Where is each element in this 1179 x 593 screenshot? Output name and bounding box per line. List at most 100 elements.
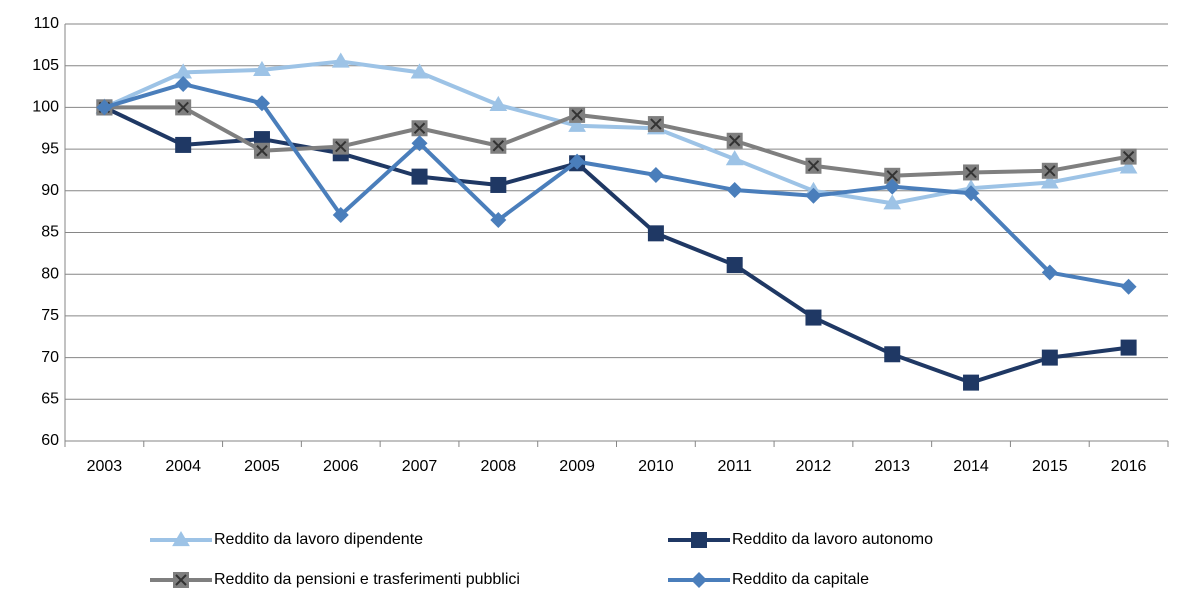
series xyxy=(96,99,1137,391)
marker xyxy=(253,60,271,76)
series-line xyxy=(103,82,1129,289)
marker xyxy=(175,136,192,153)
x-tick-label: 2007 xyxy=(402,458,438,475)
x-tick-label: 2004 xyxy=(165,458,201,475)
marker xyxy=(1120,148,1137,165)
marker-cross xyxy=(413,122,426,134)
series-line xyxy=(104,105,1129,178)
x-tick-label: 2005 xyxy=(244,458,280,475)
y-tick-label: 90 xyxy=(41,182,59,199)
marker xyxy=(569,153,586,170)
marker-cross xyxy=(571,109,583,121)
marker xyxy=(883,194,902,210)
marker xyxy=(725,150,744,166)
marker xyxy=(490,211,507,228)
marker xyxy=(805,157,822,174)
marker xyxy=(805,187,822,204)
y-tick-label: 105 xyxy=(32,57,59,74)
marker xyxy=(1120,278,1137,295)
marker xyxy=(331,52,350,68)
y-tick-label: 75 xyxy=(41,307,59,324)
marker xyxy=(1119,158,1138,174)
marker xyxy=(568,116,586,132)
marker xyxy=(253,142,270,159)
marker-cross xyxy=(886,170,898,182)
legend-label: Reddito da lavoro autonomo xyxy=(732,531,933,548)
marker xyxy=(726,257,743,274)
legend-marker xyxy=(173,572,189,588)
marker xyxy=(726,132,743,149)
legend-label: Reddito da lavoro dipendente xyxy=(214,531,423,548)
x-tick-label: 2013 xyxy=(874,458,910,475)
marker xyxy=(963,164,980,181)
marker xyxy=(884,178,901,195)
marker-cross xyxy=(728,135,741,147)
marker xyxy=(726,181,743,198)
marker xyxy=(884,346,901,363)
marker xyxy=(647,116,664,133)
y-tick-label: 95 xyxy=(41,140,59,157)
x-tick-label: 2010 xyxy=(638,458,674,475)
marker xyxy=(96,99,113,116)
marker-cross xyxy=(1044,165,1056,177)
y-tick-label: 70 xyxy=(41,349,59,366)
marker xyxy=(411,168,428,185)
marker-cross xyxy=(650,118,662,130)
marker xyxy=(1041,349,1058,366)
marker-cross xyxy=(1122,150,1135,163)
marker-cross xyxy=(492,140,505,152)
marker xyxy=(647,225,664,242)
marker xyxy=(647,166,664,183)
y-tick-label: 60 xyxy=(41,432,59,449)
legend-marker xyxy=(691,572,707,588)
marker xyxy=(963,185,980,202)
marker xyxy=(1120,339,1137,356)
y-tick-label: 100 xyxy=(32,99,59,116)
marker-cross xyxy=(177,101,189,114)
x-tick-label: 2015 xyxy=(1032,458,1068,475)
legend-label: Reddito da pensioni e trasferimenti pubb… xyxy=(214,571,520,588)
marker xyxy=(490,176,507,193)
y-tick-label: 65 xyxy=(41,391,59,408)
marker xyxy=(175,76,192,93)
legend-marker xyxy=(172,531,190,547)
x-tick-label: 2012 xyxy=(796,458,832,475)
marker xyxy=(253,95,270,112)
legend-marker xyxy=(691,532,707,548)
marker xyxy=(1041,162,1058,179)
marker-cross xyxy=(807,160,820,172)
marker xyxy=(1041,264,1058,281)
x-tick-label: 2016 xyxy=(1111,458,1147,475)
y-tick-label: 110 xyxy=(33,15,59,32)
marker xyxy=(490,137,507,154)
marker-cross xyxy=(335,140,347,153)
marker-cross xyxy=(965,166,977,179)
marker xyxy=(805,309,822,326)
x-tick-label: 2011 xyxy=(717,458,752,475)
marker xyxy=(410,63,429,79)
legend-label: Reddito da capitale xyxy=(732,571,869,588)
marker xyxy=(411,120,428,137)
marker-cross xyxy=(256,145,268,157)
x-tick-label: 2009 xyxy=(559,458,595,475)
x-tick-label: 2014 xyxy=(953,458,989,475)
marker xyxy=(332,138,349,155)
x-tick-label: 2003 xyxy=(87,458,123,475)
marker xyxy=(489,95,508,111)
marker xyxy=(175,99,192,116)
series xyxy=(95,52,1138,210)
marker xyxy=(963,374,980,391)
series xyxy=(96,76,1137,295)
marker xyxy=(332,206,349,223)
marker xyxy=(1040,173,1059,189)
x-tick-label: 2008 xyxy=(481,458,517,475)
x-tick-label: 2006 xyxy=(323,458,359,475)
marker xyxy=(569,106,586,123)
y-tick-label: 85 xyxy=(41,224,59,241)
series-line xyxy=(103,105,1129,385)
marker xyxy=(884,167,901,184)
y-tick-label: 80 xyxy=(41,265,59,282)
marker-cross xyxy=(175,574,187,586)
marker xyxy=(411,135,428,152)
